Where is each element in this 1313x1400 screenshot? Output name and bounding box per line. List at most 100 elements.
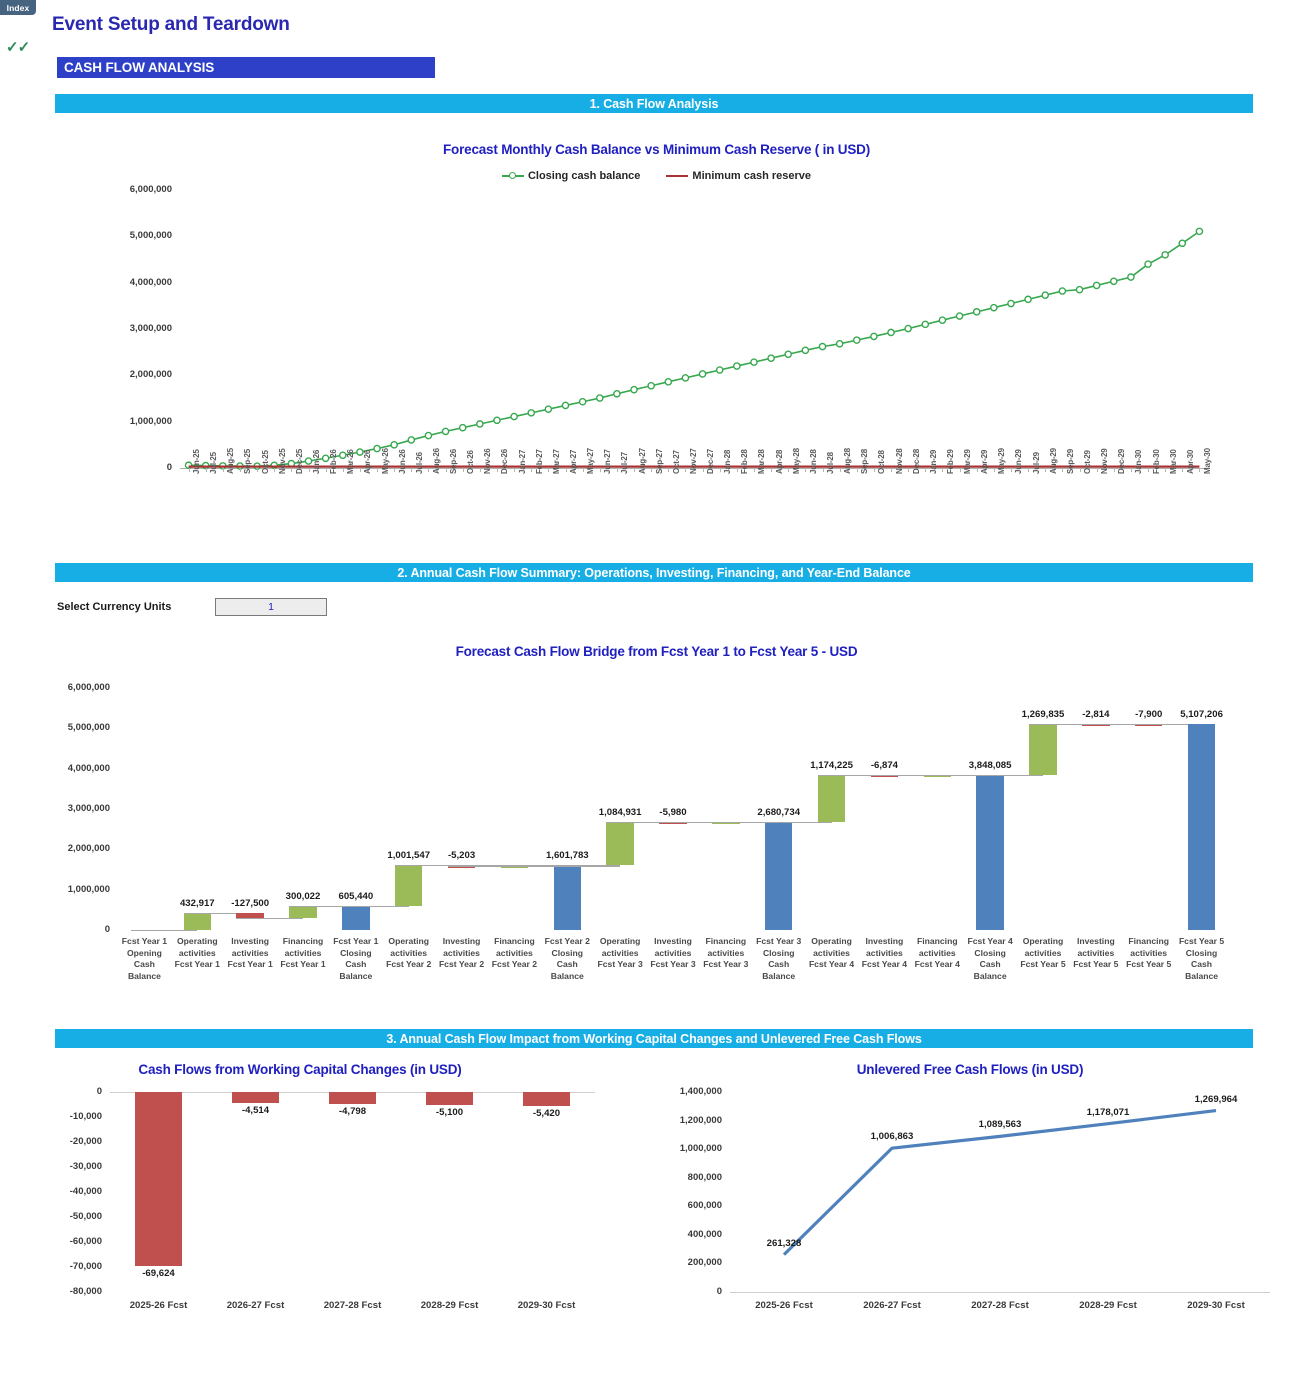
- chart1-x-label: Sep-29: [1065, 448, 1075, 474]
- chart1-x-label: Mar-28: [757, 449, 767, 474]
- chart1-y-tick: 5,000,000: [129, 230, 172, 242]
- chart2-bar: [976, 774, 1004, 930]
- chart4-y-tick: 800,000: [687, 1171, 722, 1183]
- chart1-x-label: Oct-26: [466, 450, 476, 474]
- chart2-value-label: 1,269,835: [1021, 708, 1065, 720]
- chart2-category-label: Investing activities Fcst Year 3: [650, 936, 696, 969]
- chart1-title: Forecast Monthly Cash Balance vs Minimum…: [442, 142, 871, 157]
- currency-units-input[interactable]: 1: [215, 598, 327, 616]
- chart2-y-tick: 2,000,000: [67, 843, 110, 855]
- chart1-x-label: May-28: [791, 448, 801, 474]
- chart1-tick: [1199, 468, 1201, 472]
- chart1-tick: [582, 468, 584, 472]
- chart3-y-tick: -50,000: [69, 1211, 102, 1222]
- chart3-category-label: 2027-28 Fcst: [323, 1300, 382, 1311]
- chart2-value-label: 1,601,783: [545, 850, 589, 862]
- chart1-x-label: Jun-25: [192, 449, 202, 474]
- chart1-tick: [291, 468, 293, 472]
- chart2-category-label: Fcst Year 2 Closing Cash Balance: [544, 936, 590, 981]
- chart2-title: Forecast Cash Flow Bridge from Fcst Year…: [455, 644, 858, 659]
- chart3-bar: [232, 1092, 279, 1104]
- chart2-connector: [553, 865, 621, 867]
- legend-label: Minimum cash reserve: [692, 170, 812, 182]
- chart2-value-label: 1,001,547: [387, 850, 431, 862]
- chart1-x-label: Oct-25: [260, 450, 270, 474]
- chart2-connector: [447, 865, 515, 867]
- chart2-connector: [659, 821, 726, 824]
- chart1-tick: [839, 468, 841, 472]
- legend-item-closing-cash-balance: Closing cash balance: [501, 170, 640, 182]
- chart1-tick: [873, 468, 875, 472]
- chart1-x-label: Sep-26: [449, 448, 459, 474]
- chart4-value-label: 1,006,863: [870, 1131, 914, 1143]
- chart1-x-label: May-27: [586, 448, 596, 474]
- chart2-bar: [342, 905, 370, 930]
- chart1-x-label: Oct-29: [1083, 450, 1092, 474]
- chart1-tick: [736, 468, 738, 472]
- chart4-y-tick: 1,000,000: [679, 1143, 722, 1155]
- chart1-tick: [514, 468, 516, 472]
- chart4-y-tick: 400,000: [687, 1228, 722, 1240]
- index-tab[interactable]: Index: [0, 0, 36, 15]
- chart1-x-label: Oct-28: [877, 450, 887, 474]
- chart1-tick: [1130, 468, 1132, 472]
- chart1-x-label: Apr-30: [1185, 449, 1195, 474]
- chart1-legend: Closing cash balance Minimum cash reserv…: [0, 170, 1313, 182]
- chart1-x-label: Apr-27: [569, 449, 578, 474]
- chart3-y-tick: -10,000: [69, 1111, 102, 1122]
- chart2-category-label: Investing activities Fcst Year 1: [227, 936, 273, 969]
- working-capital-chart: Cash Flows from Working Capital Changes …: [0, 1060, 640, 1370]
- chart4-y-tick: 600,000: [687, 1200, 722, 1212]
- chart1-x-label: Jun-26: [397, 449, 407, 474]
- chart4-category-label: 2028-29 Fcst: [1079, 1300, 1137, 1311]
- chart1-tick: [959, 468, 961, 472]
- chart4-y-tick: 0: [716, 1286, 722, 1297]
- chart1-x-label: Jan-26: [312, 449, 321, 474]
- chart2-y-tick: 0: [104, 924, 110, 935]
- chart1-x-label: Feb-28: [740, 449, 750, 474]
- chart2-category-label: Financing activities Fcst Year 1: [280, 936, 326, 969]
- chart2-bar: [183, 912, 212, 930]
- chart1-x-label: Apr-29: [980, 449, 990, 474]
- chart3-value-label: -4,514: [241, 1105, 270, 1117]
- chart1-tick: [1148, 468, 1150, 472]
- chart1-x-label: Sep-25: [243, 448, 253, 474]
- chart2-connector: [289, 905, 356, 907]
- chart3-bar: [523, 1092, 570, 1106]
- chart1-y-tick: 4,000,000: [129, 276, 172, 288]
- chart1-tick: [702, 468, 704, 472]
- chart3-category-label: 2026-27 Fcst: [226, 1300, 285, 1311]
- chart2-y-tick: 6,000,000: [67, 682, 110, 693]
- chart1-x-label: Feb-27: [534, 449, 544, 474]
- chart1-x-label: Nov-26: [483, 448, 493, 474]
- chart1-x-label: Apr-28: [774, 449, 784, 474]
- chart2-value-label: 605,440: [338, 890, 374, 902]
- chart1-x-label: Jun-27: [603, 449, 613, 474]
- chart2-connector: [764, 821, 832, 824]
- chart1-axis-line: [180, 468, 1208, 469]
- chart2-value-label: -6,874: [870, 759, 899, 771]
- chart1-tick: [1165, 468, 1167, 472]
- chart2-bar: [764, 821, 793, 930]
- chart1-tick: [1096, 468, 1098, 472]
- chart2-y-tick: 1,000,000: [67, 883, 110, 895]
- chart1-tick: [634, 468, 636, 472]
- chart2-connector: [394, 865, 462, 867]
- chart2-category-label: Financing activities Fcst Year 2: [491, 936, 538, 969]
- chart2-category-label: Financing activities Fcst Year 3: [703, 936, 749, 969]
- chart1-x-label: Nov-25: [277, 448, 287, 474]
- module-tag: CASH FLOW ANALYSIS: [57, 57, 435, 78]
- chart2-y-tick: 4,000,000: [67, 762, 110, 774]
- chart2-category-label: Operating activities Fcst Year 3: [597, 936, 643, 969]
- chart1-x-label: Sep-28: [860, 448, 870, 474]
- chart4-value-label: 1,089,563: [978, 1119, 1022, 1131]
- chart1-x-label: Mar-27: [551, 449, 561, 474]
- chart1-tick: [1045, 468, 1047, 472]
- chart1-x-label: Dec-29: [1117, 448, 1127, 474]
- chart1-x-label: Apr-26: [363, 449, 373, 474]
- chart2-value-label: 2,680,734: [757, 806, 801, 818]
- chart1-y-tick: 0: [166, 462, 172, 473]
- chart1-x-label: Aug-28: [843, 448, 853, 474]
- chart1-tick: [445, 468, 447, 472]
- chart2-category-label: Fcst Year 5 Closing Cash Balance: [1178, 936, 1225, 981]
